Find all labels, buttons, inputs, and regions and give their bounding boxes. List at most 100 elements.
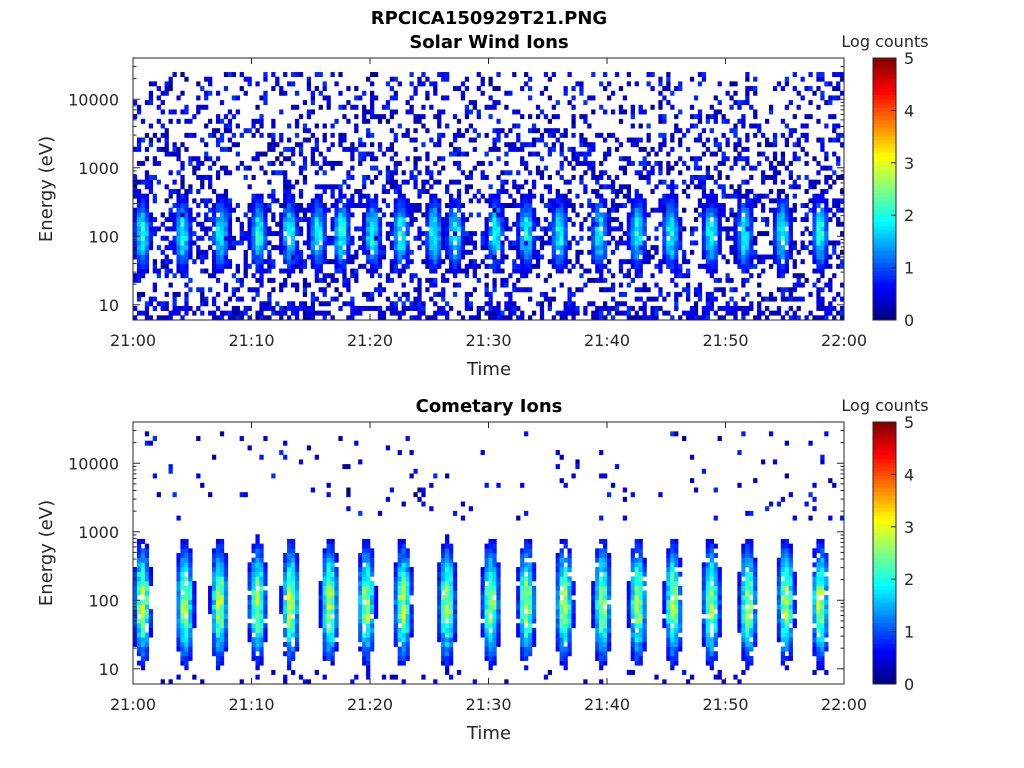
heatmap-cell — [626, 137, 631, 143]
heatmap-cell — [449, 221, 454, 227]
heatmap-cell — [326, 567, 331, 573]
heatmap-cell — [314, 231, 319, 237]
heatmap-cell — [377, 240, 383, 246]
heatmap-cell — [370, 632, 375, 638]
heatmap-cell — [634, 259, 639, 265]
heatmap-cell — [219, 203, 225, 209]
heatmap-cell — [603, 203, 608, 209]
heatmap-cell — [452, 235, 458, 241]
heatmap-cell — [709, 235, 714, 241]
heatmap-cell — [267, 305, 272, 311]
heatmap-cell — [555, 231, 560, 237]
heatmap-cell — [393, 240, 398, 246]
heatmap-cell — [824, 282, 829, 288]
heatmap-cell — [717, 100, 722, 106]
heatmap-cell — [215, 263, 221, 269]
heatmap-cell — [184, 226, 189, 232]
heatmap-cell — [599, 254, 604, 260]
heatmap-cell — [579, 86, 584, 92]
heatmap-cell — [437, 72, 442, 78]
heatmap-cell — [559, 240, 564, 246]
heatmap-cell — [421, 179, 426, 185]
heatmap-cell — [808, 72, 813, 78]
heatmap-cell — [306, 445, 312, 451]
heatmap-cell — [318, 581, 323, 587]
heatmap-cell — [208, 156, 213, 162]
heatmap-cell — [500, 240, 505, 246]
heatmap-cell — [658, 287, 663, 293]
heatmap-cell — [263, 151, 268, 157]
heatmap-cell — [247, 207, 252, 213]
heatmap-cell — [610, 184, 616, 190]
heatmap-cell — [338, 245, 343, 251]
heatmap-cell — [583, 268, 588, 274]
heatmap-cell — [148, 609, 154, 615]
heatmap-cell — [567, 179, 572, 185]
heatmap-cell — [385, 277, 391, 283]
heatmap-cell — [784, 207, 789, 213]
heatmap-cell — [445, 235, 450, 241]
heatmap-cell — [370, 567, 375, 573]
heatmap-cell — [725, 310, 730, 316]
heatmap-cell — [164, 90, 169, 96]
heatmap-cell — [223, 72, 229, 78]
heatmap-cell — [291, 249, 296, 255]
heatmap-cell — [219, 585, 225, 591]
heatmap-cell — [484, 291, 489, 297]
heatmap-cell — [618, 240, 624, 246]
heatmap-cell — [824, 221, 829, 227]
heatmap-cell — [812, 184, 817, 190]
heatmap-cell — [239, 231, 244, 237]
heatmap-cell — [196, 249, 201, 255]
heatmap-cell — [223, 217, 229, 223]
heatmap-cell — [804, 212, 809, 218]
heatmap-cell — [840, 263, 845, 269]
heatmap-cell — [832, 95, 837, 101]
heatmap-cell — [370, 623, 375, 629]
heatmap-cell — [243, 263, 248, 269]
heatmap-cell — [729, 245, 734, 251]
heatmap-cell — [571, 104, 576, 110]
heatmap-cell — [397, 627, 402, 633]
heatmap-cell — [188, 231, 193, 237]
heatmap-cell — [366, 132, 371, 138]
heatmap-cell — [200, 184, 205, 190]
heatmap-cell — [709, 263, 714, 269]
heatmap-cell — [263, 632, 268, 638]
heatmap-cell — [563, 198, 568, 204]
heatmap-cell — [287, 137, 292, 143]
heatmap-cell — [255, 310, 260, 316]
heatmap-cell — [682, 254, 687, 260]
heatmap-cell — [421, 310, 426, 316]
heatmap-cell — [464, 301, 470, 307]
heatmap-cell — [370, 198, 375, 204]
heatmap-cell — [512, 198, 517, 204]
heatmap-cell — [140, 254, 146, 260]
heatmap-cell — [788, 221, 793, 227]
heatmap-cell — [298, 459, 304, 465]
heatmap-cell — [381, 104, 387, 110]
heatmap-cell — [630, 109, 635, 115]
heatmap-cell — [310, 254, 315, 260]
heatmap-cell — [678, 245, 683, 251]
heatmap-cell — [630, 235, 635, 241]
heatmap-cell — [223, 226, 229, 232]
heatmap-cell — [468, 240, 473, 246]
heatmap-cell — [421, 72, 426, 78]
heatmap-cell — [433, 221, 438, 227]
heatmap-cell — [283, 553, 288, 558]
heatmap-cell — [583, 305, 588, 311]
heatmap-cell — [642, 174, 647, 180]
heatmap-cell — [235, 296, 240, 302]
heatmap-cell — [196, 212, 201, 218]
heatmap-cell — [437, 198, 442, 204]
heatmap-cell — [358, 160, 363, 166]
heatmap-cell — [678, 109, 683, 115]
heatmap-cell — [239, 277, 244, 283]
heatmap-cell — [670, 268, 675, 274]
heatmap-cell — [579, 174, 584, 180]
heatmap-cell — [314, 263, 319, 269]
heatmap-cell — [563, 193, 568, 199]
heatmap-cell — [599, 305, 604, 311]
heatmap-cell — [409, 301, 414, 307]
